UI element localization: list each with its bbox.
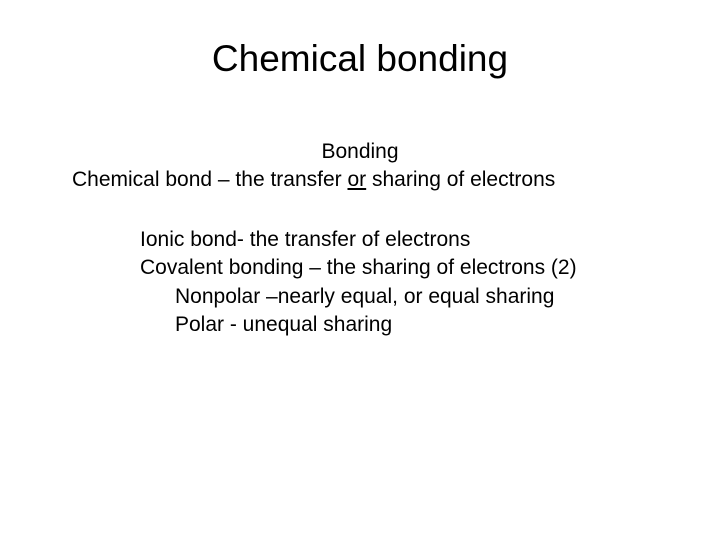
ionic-bond-text: Ionic bond- the transfer of electrons [140, 226, 577, 254]
subtitle-label: Bonding [0, 140, 720, 164]
nonpolar-text: Nonpolar –nearly equal, or equal sharing [175, 283, 577, 311]
body-content: Ionic bond- the transfer of electrons Co… [140, 226, 577, 339]
definition-underlined-word: or [347, 168, 366, 191]
definition-text: Chemical bond – the transfer or sharing … [72, 168, 555, 192]
definition-prefix: Chemical bond – the transfer [72, 168, 347, 191]
polar-text: Polar - unequal sharing [175, 311, 577, 339]
definition-suffix: sharing of electrons [366, 168, 555, 191]
slide-title: Chemical bonding [0, 38, 720, 80]
covalent-bond-text: Covalent bonding – the sharing of electr… [140, 254, 577, 282]
